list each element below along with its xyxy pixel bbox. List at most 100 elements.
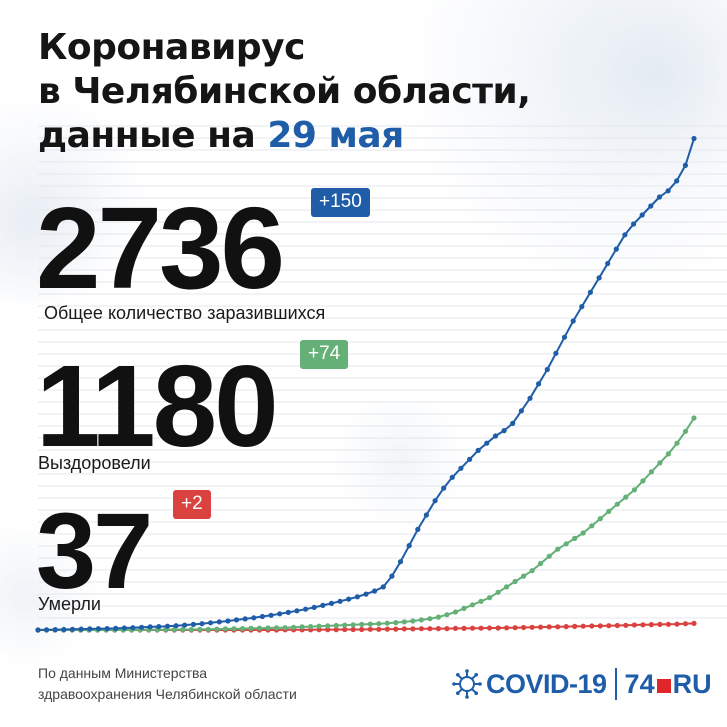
data-point — [87, 626, 93, 632]
data-point — [674, 621, 680, 627]
data-point — [342, 626, 348, 633]
data-point — [44, 627, 50, 633]
data-point — [580, 623, 586, 629]
data-point — [256, 625, 263, 631]
data-point — [512, 578, 518, 585]
data-point — [294, 608, 300, 614]
data-point — [529, 624, 535, 630]
data-point — [579, 304, 585, 310]
data-point — [657, 460, 663, 466]
data-point — [432, 498, 438, 504]
data-point — [104, 626, 110, 632]
data-point — [495, 589, 501, 595]
data-point — [346, 596, 352, 602]
data-point — [555, 546, 561, 552]
total-cases-value: 2736 — [36, 183, 285, 313]
logo-ru-text: RU — [672, 668, 712, 699]
data-point — [350, 622, 356, 628]
covid19-74ru-logo[interactable]: COVID-19 74 RU — [452, 662, 712, 706]
total-cases-label: Общее количество заразившихся — [44, 303, 326, 323]
data-point — [273, 625, 280, 631]
data-point — [461, 625, 467, 632]
data-point — [333, 622, 339, 629]
data-point — [623, 622, 629, 628]
data-point — [325, 627, 331, 633]
data-point — [216, 619, 222, 625]
data-source-line-1: По данным Министерства — [38, 665, 208, 681]
data-point — [410, 626, 416, 632]
data-point — [303, 606, 309, 612]
data-point — [478, 625, 484, 631]
data-point — [113, 625, 119, 632]
title-line-1: Коронавирус — [38, 27, 305, 68]
data-point — [367, 621, 373, 627]
data-point — [233, 617, 240, 623]
data-point — [631, 622, 638, 628]
data-point — [606, 623, 612, 629]
data-point — [495, 625, 501, 631]
deaths-value: 37 — [36, 490, 153, 611]
data-point — [325, 623, 331, 629]
data-point — [359, 621, 365, 628]
data-point — [208, 620, 214, 626]
data-point — [518, 408, 525, 414]
data-point — [665, 188, 671, 194]
data-point — [605, 260, 611, 267]
data-point — [631, 487, 638, 493]
data-point — [95, 626, 101, 632]
data-point — [268, 612, 274, 618]
data-point — [561, 334, 568, 340]
data-point — [251, 615, 257, 621]
data-point — [504, 584, 510, 590]
page-title: Коронавирус в Челябинской области, данны… — [38, 26, 531, 158]
data-point — [521, 624, 527, 631]
data-point — [333, 627, 339, 633]
virus-background-decoration — [330, 390, 470, 530]
data-point — [291, 624, 297, 630]
data-point — [78, 626, 84, 632]
data-point — [538, 624, 544, 630]
data-point — [337, 598, 343, 604]
data-source-line-2: здравоохранения Челябинской области — [38, 686, 297, 702]
total-cases-delta-badge: +150 — [311, 188, 370, 217]
data-point — [376, 621, 382, 627]
data-point — [596, 275, 602, 281]
data-point — [164, 623, 171, 629]
data-point — [648, 622, 655, 628]
data-point — [691, 620, 697, 627]
data-point — [61, 626, 67, 633]
data-point — [452, 625, 459, 632]
series-0 — [35, 135, 697, 633]
data-point — [52, 627, 58, 633]
data-point — [452, 609, 459, 615]
data-point — [406, 543, 412, 549]
data-point — [606, 508, 612, 514]
data-point — [225, 618, 231, 624]
data-point — [308, 624, 314, 630]
data-point — [427, 626, 433, 632]
data-point — [570, 318, 576, 324]
data-point — [546, 624, 552, 630]
data-point — [580, 530, 586, 536]
data-point — [469, 602, 476, 608]
data-point — [521, 573, 527, 579]
data-point — [572, 623, 578, 630]
data-point — [529, 568, 535, 574]
data-point — [536, 381, 542, 387]
data-point — [648, 203, 654, 209]
data-point — [691, 415, 697, 421]
chart-grid — [38, 125, 727, 619]
data-point — [222, 626, 228, 632]
data-point — [384, 620, 390, 626]
data-point — [393, 620, 399, 626]
data-point — [401, 626, 407, 632]
data-point — [469, 625, 476, 631]
data-point — [631, 221, 637, 227]
title-line-3: данные на 29 мая — [38, 114, 530, 158]
data-point — [282, 625, 288, 631]
data-point — [69, 626, 76, 632]
data-point — [597, 516, 603, 522]
logo-separator — [614, 668, 617, 700]
